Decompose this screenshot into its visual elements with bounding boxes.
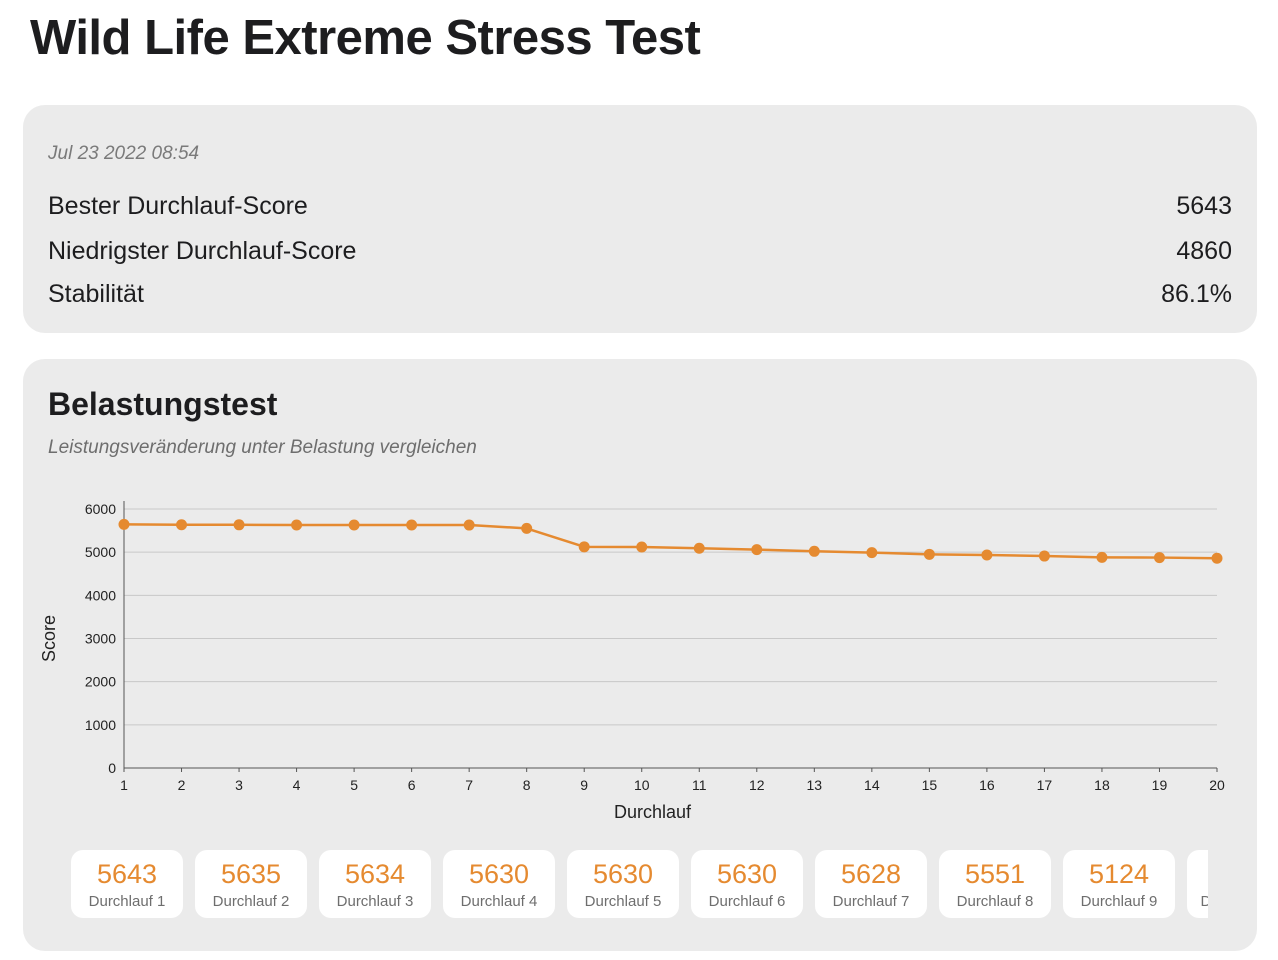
y-tick-label: 0 xyxy=(108,760,116,776)
section-title: Belastungstest xyxy=(48,386,278,422)
run-label: Durchlauf 8 xyxy=(956,893,1034,910)
stat-label: Stabilität xyxy=(48,279,144,308)
x-tick-label: 7 xyxy=(465,777,473,793)
y-axis-label: Score xyxy=(39,615,59,662)
x-axis-label: Durchlauf xyxy=(614,802,692,822)
run-score: 5628 xyxy=(840,859,902,889)
run-card[interactable]: 5643 Durchlauf 1 xyxy=(71,850,183,918)
run-card[interactable]: 5120Durchlauf 10 xyxy=(1187,850,1208,918)
x-tick-label: 11 xyxy=(692,777,707,793)
run-card[interactable]: 5628 Durchlauf 7 xyxy=(815,850,927,918)
data-point xyxy=(233,519,245,531)
data-point xyxy=(463,519,475,531)
stress-test-card: Belastungstest Leistungsveränderung unte… xyxy=(23,359,1257,951)
run-label: Durchlauf 6 xyxy=(708,893,786,910)
data-point xyxy=(866,547,878,559)
run-score: 5643 xyxy=(96,859,158,889)
stat-value: 5643 xyxy=(1176,191,1232,220)
x-tick-label: 18 xyxy=(1094,777,1110,793)
y-tick-label: 4000 xyxy=(85,587,116,603)
series-line xyxy=(123,523,1218,560)
data-point xyxy=(636,541,648,553)
x-tick-label: 19 xyxy=(1152,777,1168,793)
data-point xyxy=(291,519,303,531)
run-label: Durchlauf 9 xyxy=(1080,893,1158,910)
run-card[interactable]: 5630 Durchlauf 6 xyxy=(691,850,803,918)
x-tick-label: 17 xyxy=(1037,777,1053,793)
data-point xyxy=(1096,551,1108,563)
data-point xyxy=(348,519,360,531)
run-score: 5634 xyxy=(344,859,406,889)
run-score: 5551 xyxy=(964,859,1026,889)
stat-row-lowest: Niedrigster Durchlauf-Score 4860 xyxy=(48,236,1232,266)
run-score: 5630 xyxy=(592,859,654,889)
y-tick-label: 2000 xyxy=(85,674,116,690)
data-point xyxy=(693,542,705,554)
x-tick-label: 16 xyxy=(979,777,995,793)
run-label: Durchlauf 2 xyxy=(212,893,290,910)
data-point xyxy=(521,522,533,534)
data-point xyxy=(578,541,590,553)
run-label: Durchlauf 10 xyxy=(1200,893,1208,910)
x-tick-label: 12 xyxy=(749,777,765,793)
x-tick-label: 20 xyxy=(1209,777,1225,793)
run-label: Durchlauf 4 xyxy=(460,893,538,910)
x-tick-label: 5 xyxy=(350,777,358,793)
stat-value: 86.1% xyxy=(1161,279,1232,308)
x-tick-label: 1 xyxy=(120,777,128,793)
data-point xyxy=(808,545,820,557)
data-point xyxy=(176,519,188,531)
data-point xyxy=(406,519,418,531)
run-card[interactable]: 5124 Durchlauf 9 xyxy=(1063,850,1175,918)
data-point xyxy=(1211,552,1223,564)
y-tick-label: 5000 xyxy=(85,544,116,560)
x-tick-label: 4 xyxy=(293,777,301,793)
data-point xyxy=(751,544,763,556)
x-tick-label: 15 xyxy=(922,777,938,793)
x-tick-label: 2 xyxy=(178,777,186,793)
stat-row-best: Bester Durchlauf-Score 5643 xyxy=(48,191,1232,221)
run-score: 5635 xyxy=(220,859,282,889)
data-point xyxy=(1038,550,1050,562)
stat-value: 4860 xyxy=(1176,236,1232,265)
y-tick-label: 1000 xyxy=(85,717,116,733)
stat-label: Bester Durchlauf-Score xyxy=(48,191,308,220)
stat-row-stability: Stabilität 86.1% xyxy=(48,279,1232,309)
run-label: Durchlauf 7 xyxy=(832,893,910,910)
y-tick-label: 3000 xyxy=(85,631,116,647)
x-tick-label: 8 xyxy=(523,777,531,793)
summary-card: Jul 23 2022 08:54 Bester Durchlauf-Score… xyxy=(23,105,1257,333)
x-tick-label: 9 xyxy=(580,777,588,793)
data-point xyxy=(981,549,993,561)
run-label: Durchlauf 3 xyxy=(336,893,414,910)
test-date: Jul 23 2022 08:54 xyxy=(48,143,200,164)
run-label: Durchlauf 5 xyxy=(584,893,662,910)
run-card[interactable]: 5634 Durchlauf 3 xyxy=(319,850,431,918)
page-title: Wild Life Extreme Stress Test xyxy=(30,11,701,65)
run-score: 5630 xyxy=(716,859,778,889)
run-card[interactable]: 5635 Durchlauf 2 xyxy=(195,850,307,918)
x-tick-label: 13 xyxy=(807,777,823,793)
data-point xyxy=(118,518,130,530)
run-scores-track: 5643 Durchlauf 1 5635 Durchlauf 2 5634 Durchl… xyxy=(71,850,1208,918)
x-tick-label: 6 xyxy=(408,777,416,793)
run-card[interactable]: 5551 Durchlauf 8 xyxy=(939,850,1051,918)
run-card[interactable]: 5630 Durchlauf 4 xyxy=(443,850,555,918)
x-tick-label: 3 xyxy=(235,777,243,793)
run-score: 5124 xyxy=(1088,859,1150,889)
section-subtitle: Leistungsveränderung unter Belastung ver… xyxy=(48,437,477,458)
run-scores-strip[interactable]: 5643 Durchlauf 1 5635 Durchlauf 2 5634 Durchl… xyxy=(71,850,1208,922)
run-label: Durchlauf 1 xyxy=(88,893,166,910)
stat-label: Niedrigster Durchlauf-Score xyxy=(48,236,357,265)
data-point xyxy=(1153,552,1165,564)
data-point xyxy=(923,548,935,560)
x-tick-label: 10 xyxy=(634,777,650,793)
y-tick-label: 6000 xyxy=(85,501,116,517)
run-score: 5630 xyxy=(468,859,530,889)
run-card[interactable]: 5630 Durchlauf 5 xyxy=(567,850,679,918)
x-tick-label: 14 xyxy=(864,777,880,793)
